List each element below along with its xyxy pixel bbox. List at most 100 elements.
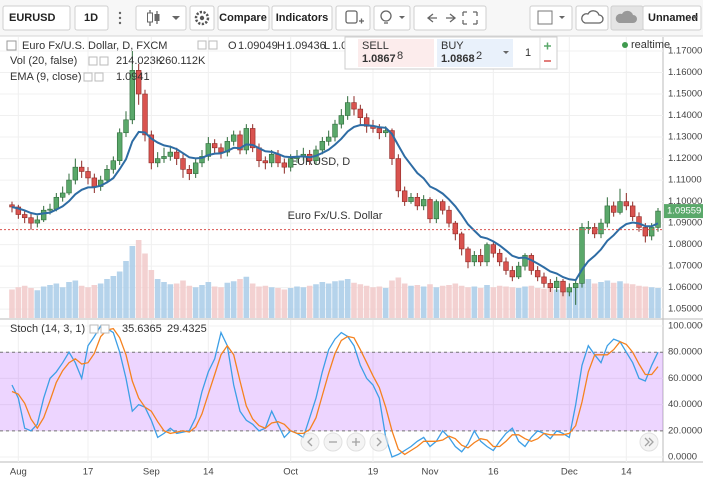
alert-button[interactable] (335, 5, 371, 31)
volume-bar (465, 287, 471, 318)
candle-body (553, 280, 560, 288)
volume-bar (243, 276, 250, 318)
volume-ma-value: 260.112K (159, 55, 206, 67)
candle-body (446, 209, 452, 224)
y-tick-label: 1.14000 (668, 110, 702, 121)
y-tick-label: 1.06000 (668, 282, 702, 293)
redo-icon[interactable] (446, 13, 457, 23)
scroll-left[interactable] (300, 432, 320, 452)
candle-body (85, 171, 91, 179)
trade-widget: SELL 1.0867 8 BUY 1.0868 2 1 (344, 36, 558, 70)
volume-bar (344, 279, 351, 318)
volume-bar (319, 282, 326, 318)
chart-style-button[interactable] (135, 5, 187, 31)
ohlc-h: 1.09436 (286, 40, 326, 52)
candle-body (496, 252, 503, 263)
candle-body (439, 201, 446, 211)
legend-icon[interactable] (88, 56, 98, 66)
candle-body (34, 219, 41, 224)
x-tick-label: 19 (368, 467, 379, 478)
collapse-icon[interactable] (6, 40, 17, 51)
y-tick-label: 1.10000 (668, 196, 702, 207)
candle-body (376, 128, 383, 134)
legend-icon[interactable] (83, 72, 93, 82)
candle-body (604, 205, 611, 224)
scroll-right[interactable] (369, 432, 389, 452)
candle-body (591, 227, 598, 235)
volume-bar (376, 286, 383, 318)
candle-body (230, 134, 237, 142)
volume-bar (389, 280, 395, 318)
load-button[interactable] (575, 5, 609, 31)
indicators-button[interactable] (271, 5, 333, 31)
candle-body (636, 216, 642, 228)
volume-bar (154, 279, 161, 318)
symbol-button[interactable] (2, 5, 71, 31)
volume-bar (281, 289, 288, 318)
y-tick-label: 0.0000 (668, 452, 697, 463)
bulb-icon (380, 10, 405, 24)
y-tick-label: 100.0000 (668, 321, 703, 332)
volume-bar (617, 281, 623, 318)
candle-body (344, 102, 351, 116)
volume-bar (579, 274, 585, 318)
ema-value: 1.0941 (116, 71, 150, 83)
candle-body (648, 227, 655, 237)
gear-icon (194, 10, 210, 26)
navigation (300, 432, 659, 452)
candle-body (104, 169, 110, 181)
arrow-icon (376, 437, 382, 447)
qty-plus[interactable] (544, 42, 551, 50)
volume-bar (294, 286, 300, 318)
volume-bar (655, 288, 661, 318)
buy-button[interactable] (437, 39, 513, 67)
volume-bar (104, 279, 110, 318)
candle-body (401, 190, 408, 202)
sell-button[interactable] (358, 39, 434, 67)
x-tick-label: Dec (561, 467, 578, 478)
y-tick-label: 80.0000 (668, 347, 702, 358)
candle-body (205, 143, 212, 157)
volume-bar (629, 284, 636, 318)
stoch-d-value: 29.4325 (167, 323, 207, 335)
volume-bar (370, 287, 376, 318)
candle-body (53, 196, 60, 210)
interval: 1D (84, 12, 98, 24)
volume-bar (66, 282, 72, 318)
more-icon[interactable] (118, 11, 122, 25)
legend-icon[interactable] (89, 324, 99, 334)
volume-bar (446, 285, 452, 318)
plus-icon (352, 438, 360, 446)
x-tick-label: Oct (283, 467, 298, 478)
legend-icon[interactable] (94, 72, 104, 82)
volume-bar (313, 284, 319, 318)
volume-bar (237, 279, 243, 318)
layout-icon (537, 10, 553, 25)
fullscreen-icon[interactable] (462, 11, 478, 25)
dropdown-arrow[interactable] (503, 51, 509, 54)
layout-name-button[interactable] (642, 5, 702, 31)
candle-body (598, 222, 604, 235)
candle-body (129, 70, 136, 121)
candle-body (541, 276, 547, 284)
volume-bar (211, 286, 218, 318)
legend-icon[interactable] (208, 40, 218, 50)
volume-bar (332, 281, 338, 318)
volume-bar (186, 285, 193, 318)
volume-bar (142, 253, 148, 318)
stoch-title: Stoch (14, 3, 1) (10, 323, 85, 335)
interval-button[interactable] (74, 5, 109, 31)
compare-button[interactable] (217, 5, 270, 31)
legend-icon[interactable] (197, 40, 207, 50)
legend-icon[interactable] (100, 324, 110, 334)
ideas-button[interactable] (373, 5, 411, 31)
candle-body (21, 214, 28, 219)
candle-body (332, 123, 338, 138)
candle-body (338, 115, 345, 125)
legend-icon[interactable] (99, 56, 109, 66)
candle-body (186, 169, 193, 174)
layout-name: Unnamed (648, 12, 698, 24)
undo-icon[interactable] (426, 13, 437, 23)
candle-body (572, 283, 579, 288)
candle-body (433, 201, 440, 220)
